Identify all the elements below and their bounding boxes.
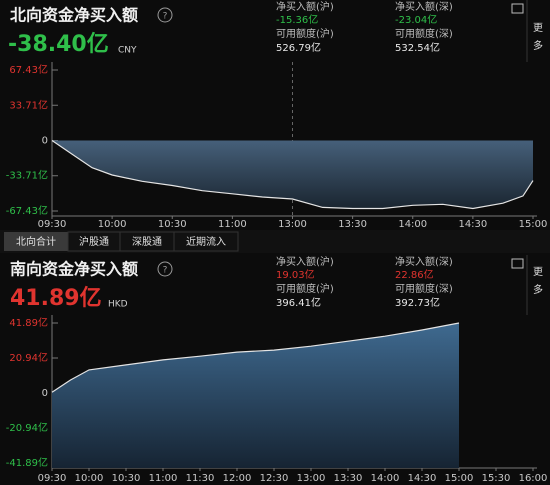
x-tick-label: 12:30	[260, 473, 289, 484]
stat-value: -15.36亿	[276, 13, 318, 26]
x-tick-label: 15:00	[445, 473, 474, 484]
area-fill	[52, 140, 533, 209]
stat-label: 净买入额(沪)	[276, 255, 334, 268]
help-icon-mark: ?	[163, 12, 168, 22]
x-tick-label: 14:30	[458, 219, 487, 230]
stat-value: -23.04亿	[395, 13, 437, 26]
x-tick-label: 09:30	[38, 473, 67, 484]
x-tick-label: 10:00	[75, 473, 104, 484]
x-tick-label: 13:30	[338, 219, 367, 230]
y-tick-label: -67.43亿	[6, 204, 48, 217]
tab-label: 北向合计	[16, 235, 56, 248]
y-tick-label: -33.71亿	[6, 169, 48, 182]
x-tick-label: 14:00	[398, 219, 427, 230]
x-tick-label: 11:30	[186, 473, 215, 484]
x-tick-label: 15:00	[519, 219, 548, 230]
south-value: 41.89亿	[10, 286, 102, 311]
more-button[interactable]: 多	[533, 283, 543, 296]
x-tick-label: 11:00	[218, 219, 247, 230]
north-value: -38.40亿	[8, 32, 109, 57]
north-currency: CNY	[118, 46, 137, 56]
stat-value: 396.41亿	[276, 296, 321, 309]
y-tick-label: 20.94亿	[9, 351, 48, 364]
stat-label: 净买入额(深)	[395, 255, 453, 268]
x-tick-label: 14:00	[371, 473, 400, 484]
y-tick-label: 41.89亿	[9, 316, 48, 329]
y-tick-label: 67.43亿	[9, 63, 48, 76]
stat-value: 19.03亿	[276, 268, 315, 281]
x-tick-label: 13:00	[297, 473, 326, 484]
y-tick-label: 33.71亿	[9, 98, 48, 111]
north-title: 北向资金净买入额	[10, 6, 138, 25]
stat-value: 532.54亿	[395, 41, 440, 54]
south-currency: HKD	[108, 300, 128, 310]
y-tick-label: -20.94亿	[6, 421, 48, 434]
x-tick-label: 13:00	[278, 219, 307, 230]
south-title: 南向资金净买入额	[10, 260, 138, 279]
share-icon[interactable]	[511, 258, 524, 269]
x-tick-label: 10:00	[98, 219, 127, 230]
help-icon[interactable]	[157, 7, 173, 23]
x-tick-label: 09:30	[38, 219, 67, 230]
x-tick-label: 14:30	[408, 473, 437, 484]
tab[interactable]	[173, 231, 239, 252]
stat-value: 392.73亿	[395, 296, 440, 309]
y-tick-label: -41.89亿	[6, 456, 48, 469]
tab-label: 沪股通	[79, 235, 109, 248]
stat-label: 净买入额(深)	[395, 0, 453, 13]
x-tick-label: 15:30	[482, 473, 511, 484]
stat-label: 可用额度(沪)	[276, 282, 334, 295]
stat-label: 净买入额(沪)	[276, 0, 334, 13]
x-tick-label: 11:00	[149, 473, 178, 484]
more-button[interactable]: 更	[533, 22, 543, 34]
tab-bar	[0, 230, 550, 253]
more-button[interactable]: 多	[533, 39, 543, 52]
stat-value: 526.79亿	[276, 41, 321, 54]
x-tick-label: 12:00	[223, 473, 252, 484]
help-icon-mark: ?	[163, 266, 168, 276]
help-icon[interactable]	[157, 261, 173, 277]
tab-label: 近期流入	[186, 235, 226, 248]
stat-value: 22.86亿	[395, 268, 434, 281]
tab-label: 深股通	[132, 236, 162, 248]
stat-label: 可用额度(深)	[395, 282, 453, 295]
share-icon[interactable]	[511, 3, 524, 14]
x-tick-label: 10:30	[112, 473, 141, 484]
line	[51, 140, 534, 210]
line	[51, 322, 460, 393]
y-tick-label: 0	[42, 136, 48, 147]
stat-label: 可用额度(沪)	[276, 27, 334, 40]
area-fill	[52, 323, 459, 468]
y-tick-label: 0	[42, 388, 48, 399]
more-button[interactable]: 更	[533, 266, 543, 278]
tab-selected[interactable]	[4, 232, 68, 251]
x-tick-label: 13:30	[334, 473, 363, 484]
x-tick-label: 16:00	[519, 473, 548, 484]
stat-label: 可用额度(深)	[395, 27, 453, 40]
x-tick-label: 10:30	[158, 219, 187, 230]
